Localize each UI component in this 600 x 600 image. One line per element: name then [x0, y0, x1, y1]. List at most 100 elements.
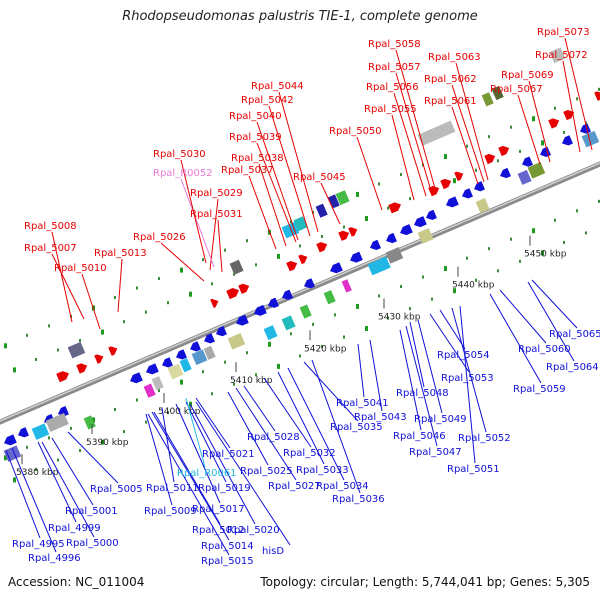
label-leader: [278, 91, 319, 233]
track-dot: [233, 272, 235, 276]
track-dot: [378, 294, 380, 298]
track-dot: [13, 367, 16, 373]
bottom-gene-label: Rpal_5051: [447, 464, 500, 475]
gene-block-group: [31, 423, 50, 440]
track-dot: [167, 301, 169, 305]
track-dot: [48, 324, 50, 328]
gene-block: [315, 203, 328, 218]
reverse-gene: [386, 232, 397, 244]
reverse-gene: [580, 123, 591, 134]
gene-arrow: [236, 314, 249, 326]
track-dot: [145, 420, 147, 424]
gene-block: [527, 162, 546, 179]
bottom-gene-label: Rpal_5046: [393, 431, 446, 442]
track-dot: [356, 191, 359, 197]
bottom-gene-label: Rpal_5041: [336, 398, 389, 409]
gene-block: [299, 304, 312, 319]
label-leader: [256, 121, 299, 241]
label-leader: [41, 441, 95, 538]
bottom-gene-label: Rpal_4995: [12, 539, 65, 550]
gene-arrow: [204, 333, 215, 344]
track-dot: [519, 149, 521, 153]
bottom-gene-label: Rpal_5027: [268, 481, 321, 492]
gene-block-group: [3, 445, 22, 462]
label-leader: [67, 431, 119, 484]
gene-arrow: [226, 288, 240, 300]
bottom-gene-label: Rpal_5032: [283, 448, 336, 459]
gene-arrow: [414, 216, 427, 228]
gene-block-group: [527, 162, 546, 179]
track-dot: [202, 258, 204, 262]
label-leader: [153, 411, 221, 525]
reverse-gene: [254, 304, 267, 316]
gene-block-group: [227, 333, 246, 350]
label-leader: [517, 94, 541, 165]
gene-block: [335, 190, 350, 206]
gene-arrow: [580, 123, 591, 134]
map-title: Rhodopseudomonas palustris TIE-1, comple…: [122, 9, 478, 24]
gene-arrow: [474, 181, 485, 192]
gene-features: [3, 47, 600, 462]
label-leader: [527, 281, 575, 362]
top-gene-label: Rpal_5013: [94, 248, 147, 259]
track-dot: [57, 458, 59, 462]
track-dot: [387, 206, 389, 210]
gene-arrow: [268, 297, 279, 308]
label-leader: [160, 242, 205, 282]
track-dot: [541, 250, 544, 256]
top-gene-label: Rpal_5042: [241, 95, 294, 106]
gene-arrow: [282, 289, 293, 300]
track-dot: [136, 398, 138, 402]
bottom-gene-label: Rpal_5035: [330, 422, 383, 433]
track-dot: [365, 326, 368, 332]
track-dot: [444, 154, 447, 160]
label-leader: [287, 367, 345, 481]
tick-label: 5450 kbp: [524, 250, 567, 260]
label-leader: [195, 401, 291, 546]
gene-arrow: [4, 434, 17, 446]
track-dot: [79, 339, 81, 343]
gene-arrow: [304, 278, 315, 289]
gene-arrow: [286, 261, 298, 272]
gene-arrow: [56, 371, 70, 383]
gene-arrow: [238, 283, 250, 294]
gene-arrow: [563, 109, 575, 121]
track-dot: [145, 310, 147, 314]
gene-block: [491, 85, 504, 101]
label-leader: [405, 325, 438, 447]
gene-arrow: [210, 298, 219, 308]
label-leader: [51, 437, 94, 506]
top-gene-label: Rpal_5062: [424, 74, 477, 85]
track-dot: [400, 285, 402, 288]
label-leader: [151, 411, 230, 541]
top-gene-label: Rpal_5072: [535, 50, 588, 61]
gene-block: [83, 415, 96, 430]
top-gene-label: Rpal_5039: [229, 132, 282, 143]
top-gene-label: Rpal_5056: [366, 82, 419, 93]
gene-block-group: [229, 259, 244, 275]
track-dot: [299, 244, 301, 248]
top-gene-label: Rpal_5044: [251, 81, 304, 92]
forward-gene: [563, 109, 575, 121]
label-leader: [357, 343, 365, 398]
track-dot: [255, 263, 257, 267]
label-leader: [117, 258, 123, 313]
gene-arrow: [350, 251, 363, 263]
track-dot: [510, 237, 512, 241]
track-dot: [321, 234, 323, 238]
track-dot: [180, 267, 183, 273]
reverse-gene: [370, 239, 381, 251]
track-dot: [224, 248, 226, 252]
track-dot: [211, 392, 213, 396]
label-leader: [195, 397, 231, 449]
top-gene-label: Rpal_5029: [190, 188, 243, 199]
track-dot: [343, 335, 345, 339]
track-dot: [35, 357, 37, 361]
gene-arrow: [190, 341, 201, 352]
track-dot: [35, 467, 37, 471]
track-dot: [233, 382, 235, 386]
gene-block-group: [281, 221, 300, 239]
track-dot: [48, 436, 50, 440]
label-leader: [258, 163, 287, 247]
track-dot: [365, 216, 368, 222]
